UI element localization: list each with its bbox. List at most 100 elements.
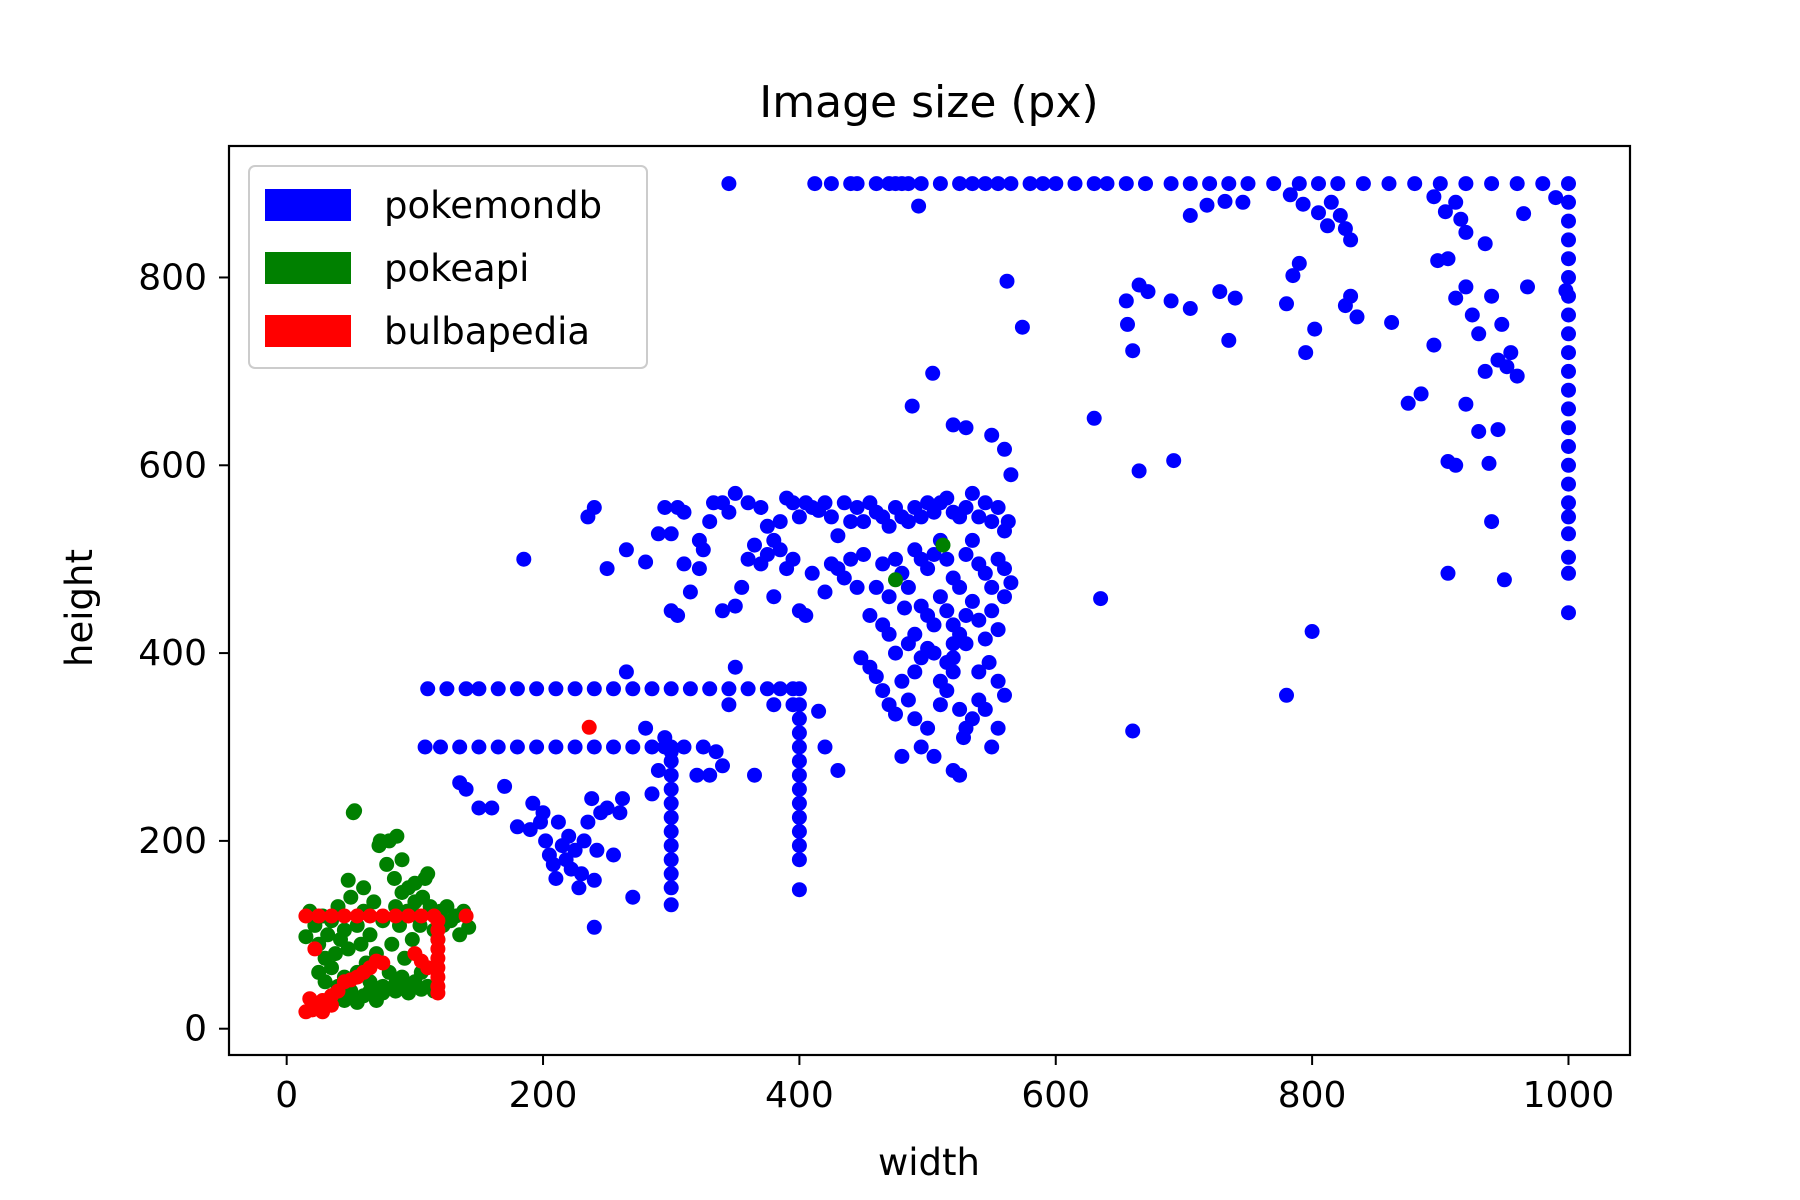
data-point — [1484, 288, 1500, 304]
data-point — [581, 719, 597, 735]
data-point — [804, 565, 820, 581]
data-point — [935, 537, 951, 553]
data-point — [1440, 251, 1456, 267]
data-point — [311, 908, 327, 924]
data-point — [952, 701, 968, 717]
data-point — [638, 720, 654, 736]
data-point — [497, 778, 513, 794]
data-point — [1477, 236, 1493, 252]
data-point — [439, 899, 455, 915]
data-point — [875, 683, 891, 699]
data-point — [997, 441, 1012, 457]
y-tick-label: 800 — [138, 257, 207, 298]
data-point — [327, 946, 343, 962]
data-point — [336, 908, 352, 924]
data-point — [1003, 575, 1019, 591]
data-point — [663, 824, 679, 839]
data-point — [823, 176, 839, 192]
data-point — [1099, 176, 1115, 192]
data-point — [401, 985, 416, 1001]
data-point — [913, 598, 929, 614]
data-point — [1561, 363, 1576, 379]
data-point — [1499, 359, 1515, 375]
data-point — [689, 767, 705, 783]
data-point — [384, 936, 400, 952]
data-point — [586, 681, 602, 697]
data-point — [958, 608, 974, 623]
data-point — [907, 664, 923, 680]
data-point — [420, 681, 436, 697]
data-point — [375, 908, 391, 924]
data-point — [1464, 307, 1480, 323]
data-point — [1448, 194, 1464, 210]
data-point — [663, 838, 679, 854]
data-point — [913, 176, 929, 192]
data-point — [990, 500, 1006, 515]
data-point — [830, 528, 846, 544]
data-point — [1426, 189, 1442, 205]
data-point — [1235, 194, 1251, 210]
data-point — [336, 922, 352, 938]
data-point — [990, 720, 1006, 736]
data-point — [721, 681, 737, 697]
data-point — [1355, 176, 1371, 192]
data-point — [708, 744, 724, 760]
data-point — [1561, 509, 1576, 525]
data-point — [1484, 176, 1500, 192]
data-point — [791, 795, 807, 811]
data-point — [379, 856, 395, 872]
data-point — [452, 739, 468, 755]
data-point — [1561, 213, 1576, 229]
data-point — [900, 176, 916, 192]
data-point — [1516, 206, 1532, 222]
data-point — [1125, 723, 1141, 739]
data-point — [911, 198, 927, 214]
data-point — [740, 681, 756, 697]
data-point — [535, 805, 551, 821]
data-point — [1304, 624, 1320, 639]
data-point — [612, 805, 628, 821]
data-point — [868, 176, 884, 192]
data-point — [644, 739, 660, 755]
data-point — [625, 889, 641, 905]
data-point — [1384, 315, 1400, 330]
data-point — [939, 603, 955, 619]
data-point — [599, 561, 615, 577]
data-point — [349, 908, 365, 924]
data-point — [1453, 211, 1469, 227]
data-point — [977, 565, 993, 581]
data-point — [1323, 194, 1339, 210]
data-point — [945, 417, 961, 433]
data-point — [580, 814, 596, 830]
data-point — [1407, 176, 1423, 192]
data-point — [1140, 284, 1156, 300]
data-point — [856, 514, 871, 530]
data-point — [875, 617, 891, 633]
data-point — [888, 645, 903, 661]
chart-title: Image size (px) — [759, 77, 1098, 128]
data-point — [1003, 467, 1019, 483]
data-point — [843, 514, 859, 530]
data-point — [952, 176, 968, 192]
data-point — [747, 767, 762, 783]
data-point — [550, 814, 566, 830]
data-point — [1163, 176, 1179, 192]
data-point — [753, 500, 769, 515]
data-point — [458, 908, 474, 924]
data-point — [567, 681, 583, 697]
data-point — [1298, 345, 1314, 361]
data-point — [362, 983, 378, 999]
y-axis-label: height — [58, 549, 101, 667]
data-point — [772, 542, 788, 558]
data-point — [740, 551, 756, 567]
legend-label-bulbapedia: bulbapedia — [384, 310, 590, 353]
axis-ticks: 0 200 400 600 800 1000 0 200 400 600 800 — [138, 257, 1614, 1116]
data-point — [663, 739, 679, 755]
data-point — [484, 800, 500, 816]
data-point — [606, 847, 621, 863]
data-point — [1320, 218, 1335, 234]
data-point — [670, 608, 686, 623]
data-point — [471, 800, 487, 816]
data-point — [1561, 307, 1576, 323]
data-point — [676, 739, 692, 755]
